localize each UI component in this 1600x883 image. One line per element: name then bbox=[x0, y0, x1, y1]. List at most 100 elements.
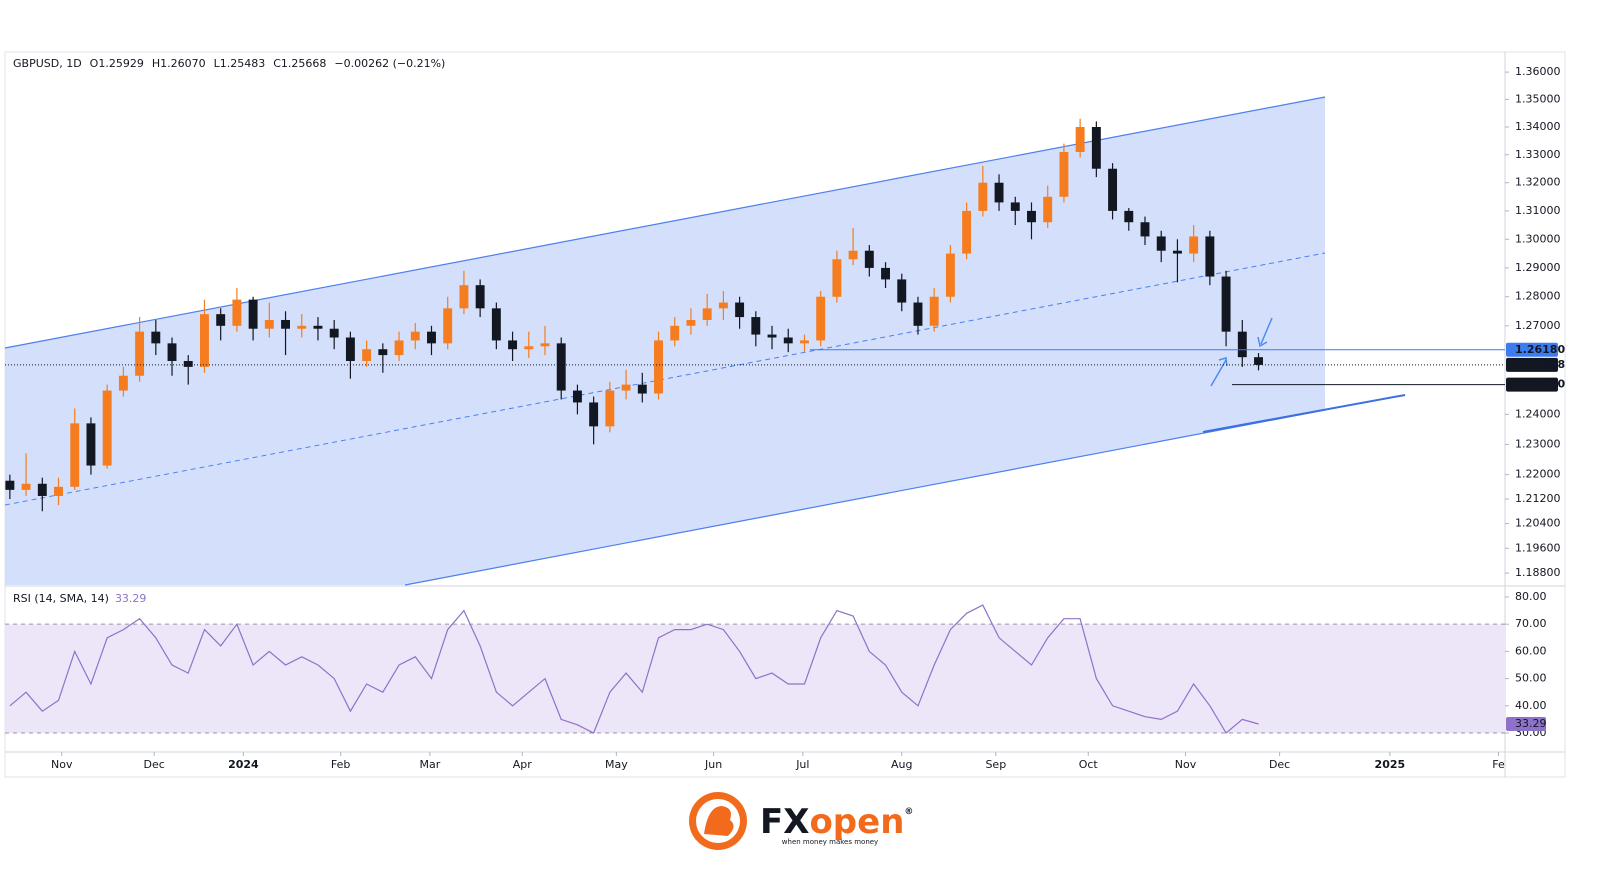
candle-body bbox=[556, 343, 566, 391]
price-label-box bbox=[1506, 342, 1558, 357]
x-tick-label: Dec bbox=[144, 758, 165, 771]
y-tick-label: 1.32000 bbox=[1515, 176, 1561, 189]
x-tick-label: Sep bbox=[985, 758, 1006, 771]
channel-lower bbox=[404, 409, 1326, 586]
price-label-box bbox=[1506, 357, 1558, 372]
candle-body bbox=[1059, 151, 1069, 197]
candle-body bbox=[783, 337, 793, 344]
price-label-box bbox=[1506, 377, 1558, 392]
logo-tagline: when money makes money bbox=[782, 838, 878, 846]
rsi-band bbox=[5, 624, 1505, 733]
y-tick-label: 80.00 bbox=[1515, 590, 1547, 603]
x-tick-label: Oct bbox=[1079, 758, 1099, 771]
candle-body bbox=[637, 384, 647, 394]
candle-body bbox=[670, 325, 680, 341]
candle-body bbox=[816, 296, 826, 341]
candle-body bbox=[216, 314, 226, 326]
y-tick-label: 1.27000 bbox=[1515, 319, 1561, 332]
arrow-up bbox=[1210, 359, 1227, 387]
y-tick-label: 1.21200 bbox=[1515, 492, 1561, 505]
x-tick-label: Nov bbox=[1175, 758, 1197, 771]
candle-body bbox=[183, 360, 193, 367]
candle-body bbox=[1189, 236, 1199, 254]
y-tick-label: 1.35000 bbox=[1515, 92, 1561, 105]
rsi-last-label: 33.29 bbox=[1515, 717, 1547, 730]
candle-body bbox=[718, 302, 728, 309]
candle-body bbox=[427, 331, 436, 344]
candle-body bbox=[897, 279, 907, 303]
candle-body bbox=[232, 299, 242, 326]
candle-body bbox=[1075, 127, 1085, 152]
candle-body bbox=[248, 299, 258, 329]
channel-upper bbox=[4, 96, 1326, 349]
y-tick-label: 1.36000 bbox=[1515, 65, 1561, 78]
candle-body bbox=[881, 267, 890, 280]
candle-body bbox=[491, 308, 501, 341]
x-tick-label: Feb bbox=[331, 758, 350, 771]
rsi-title: RSI (14, SMA, 14) 33.29 bbox=[13, 592, 146, 605]
candle-body bbox=[1140, 222, 1150, 237]
low-label: L1.25483 bbox=[214, 57, 266, 70]
y-tick-label: 1.24000 bbox=[1515, 407, 1561, 420]
candle-body bbox=[151, 331, 161, 344]
candle-body bbox=[21, 483, 31, 490]
candle-body bbox=[1254, 357, 1263, 365]
candle-body bbox=[1237, 331, 1247, 358]
y-tick-label: 40.00 bbox=[1515, 699, 1547, 712]
rsi-label-box bbox=[1506, 717, 1546, 732]
symbol: GBPUSD, 1D bbox=[13, 57, 82, 70]
x-tick-label: Mar bbox=[419, 758, 440, 771]
candle-body bbox=[589, 402, 599, 427]
candle-body bbox=[654, 340, 663, 394]
candle-body bbox=[102, 390, 112, 466]
candle-body bbox=[70, 423, 80, 487]
candle-body bbox=[735, 302, 745, 318]
candle-body bbox=[751, 317, 761, 335]
candle-body bbox=[394, 340, 404, 356]
candle-body bbox=[913, 302, 923, 326]
x-tick-label: 2024 bbox=[228, 758, 259, 771]
x-tick-label: May bbox=[605, 758, 628, 771]
candle-body bbox=[1010, 202, 1020, 211]
arrow-down-head bbox=[1257, 336, 1268, 348]
trend-line bbox=[1202, 394, 1406, 433]
channel-fill bbox=[5, 97, 1325, 585]
y-tick-label: 1.20400 bbox=[1515, 517, 1561, 530]
logo-mark: ® bbox=[904, 807, 913, 817]
candle-body bbox=[200, 314, 209, 367]
candle-body bbox=[1221, 276, 1231, 332]
x-tick-label: Apr bbox=[513, 758, 533, 771]
candle-body bbox=[978, 182, 988, 211]
candle-body bbox=[994, 182, 1004, 203]
candle-body bbox=[945, 253, 955, 297]
candle-body bbox=[1156, 236, 1166, 251]
channel-median bbox=[4, 252, 1326, 506]
candle-body bbox=[329, 328, 339, 338]
candle-body bbox=[37, 483, 47, 496]
candle-body bbox=[345, 337, 355, 361]
high-label: H1.26070 bbox=[152, 57, 206, 70]
candle-body bbox=[362, 349, 372, 361]
candle-body bbox=[54, 486, 63, 496]
price-label: 1.25000 bbox=[1515, 378, 1565, 391]
candle-body bbox=[167, 343, 177, 361]
y-tick-label: 60.00 bbox=[1515, 644, 1547, 657]
candle-body bbox=[1091, 127, 1101, 169]
candle-body bbox=[848, 250, 858, 260]
y-tick-label: 1.33000 bbox=[1515, 148, 1561, 161]
candle-body bbox=[686, 319, 696, 326]
logo-open: open bbox=[809, 802, 904, 842]
candle-body bbox=[572, 390, 582, 403]
candle-body bbox=[459, 285, 469, 309]
candle-body bbox=[702, 308, 712, 320]
x-tick-label: Jul bbox=[795, 758, 809, 771]
y-tick-label: 1.19600 bbox=[1515, 541, 1561, 554]
candle-body bbox=[605, 390, 615, 427]
logo-bull bbox=[704, 806, 734, 836]
candle-body bbox=[313, 325, 323, 329]
price-label: 1.25668 bbox=[1515, 358, 1565, 371]
rsi-value: 33.29 bbox=[115, 592, 147, 605]
y-tick-label: 1.31000 bbox=[1515, 204, 1561, 217]
candle-body bbox=[86, 423, 96, 466]
